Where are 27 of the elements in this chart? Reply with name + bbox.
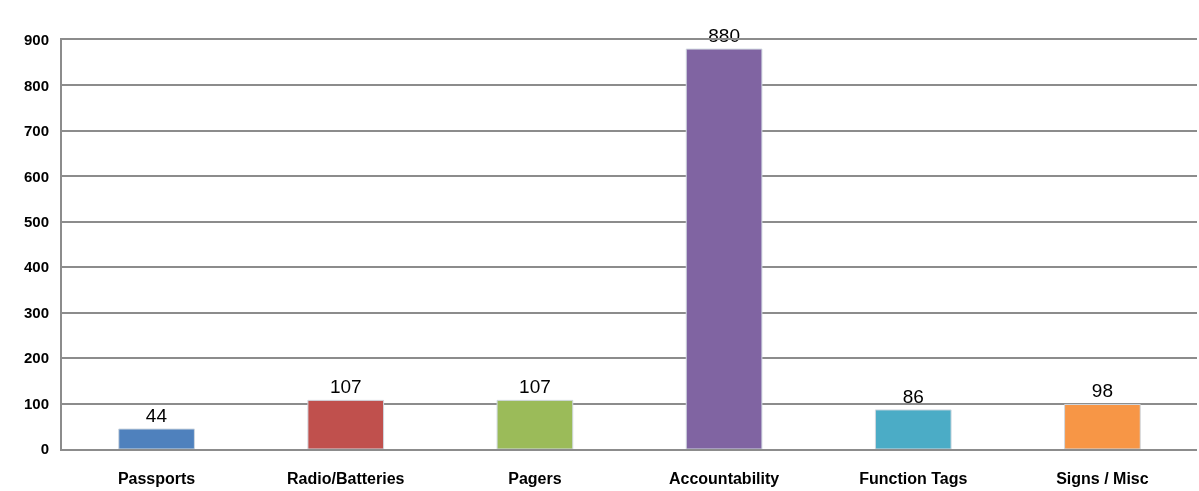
y-tick-label: 300 [23,303,49,321]
x-tick-label: Passports [117,470,196,488]
bar [496,399,574,449]
bar [685,48,763,449]
y-tick-label: 700 [23,122,49,140]
x-tick-label: Function Tags [859,470,968,488]
x-tick-label: Pagers [508,470,562,488]
data-label: 98 [1091,380,1113,402]
bar [1064,403,1141,449]
y-tick-label: 600 [23,167,49,185]
data-label: 44 [145,405,168,426]
y-tick-label: 400 [23,258,49,276]
y-tick-label: 0 [40,440,49,458]
bar [874,409,952,449]
bar [118,428,195,449]
y-tick-label: 900 [23,31,49,49]
y-tick-label: 800 [23,76,49,94]
data-label: 86 [902,385,924,407]
data-label: 107 [519,376,551,398]
x-tick-label: Radio/Batteries [287,470,405,488]
bar [307,399,385,449]
x-tick-label: Signs / Misc [1056,470,1149,488]
y-tick-label: 500 [23,213,49,231]
y-tick-label: 100 [23,394,49,412]
x-tick-label: Accountability [668,470,780,488]
y-tick-label: 200 [23,349,49,367]
data-label: 107 [329,376,362,398]
